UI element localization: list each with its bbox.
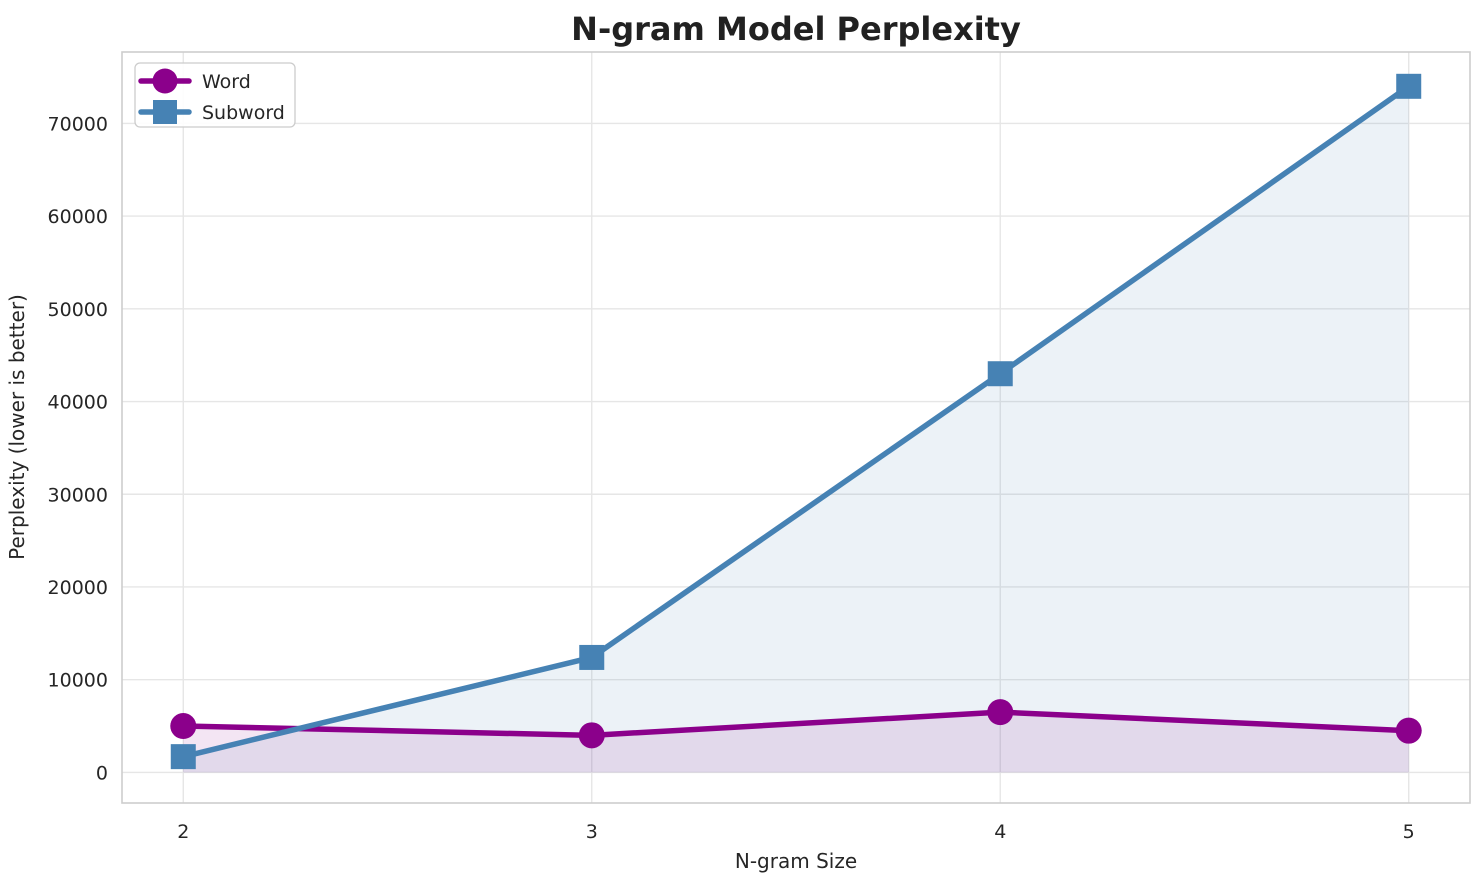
word-legend-marker-icon xyxy=(152,68,178,94)
legend-label-subword: Subword xyxy=(202,102,285,124)
x-tick-label: 3 xyxy=(586,821,598,843)
y-tick-label: 20000 xyxy=(48,577,108,599)
x-axis-tick-labels: 2 3 4 5 xyxy=(177,821,1415,843)
series-markers xyxy=(170,73,1422,770)
gridlines xyxy=(122,52,1470,803)
subword-point-3 xyxy=(579,644,605,670)
subword-point-4 xyxy=(987,361,1013,387)
x-axis-label: N-gram Size xyxy=(735,849,857,873)
word-point-5 xyxy=(1395,717,1422,744)
series-fills xyxy=(183,86,1409,773)
word-point-4 xyxy=(987,699,1014,726)
word-line xyxy=(180,709,1412,739)
y-tick-label: 40000 xyxy=(48,392,108,414)
subword-line xyxy=(180,83,1412,760)
y-axis-tick-labels: 0 10000 20000 30000 40000 50000 60000 70000 xyxy=(48,113,108,784)
plot-border xyxy=(121,51,1471,804)
y-tick-label: 70000 xyxy=(48,113,108,135)
subword-point-2 xyxy=(170,744,196,770)
legend: Word Subword xyxy=(134,62,296,128)
subword-legend-marker-icon xyxy=(153,100,177,124)
series-lines xyxy=(180,83,1412,760)
word-point-2 xyxy=(170,713,197,740)
y-tick-label: 60000 xyxy=(48,206,108,228)
subword-area-fill xyxy=(183,86,1409,773)
y-tick-label: 10000 xyxy=(48,670,108,692)
y-tick-label: 30000 xyxy=(48,484,108,506)
y-tick-label: 0 xyxy=(96,762,108,784)
y-axis-label: Perplexity (lower is better) xyxy=(5,294,29,560)
x-tick-label: 2 xyxy=(177,821,189,843)
legend-label-word: Word xyxy=(202,71,251,93)
x-tick-label: 5 xyxy=(1403,821,1415,843)
chart-title: N-gram Model Perplexity xyxy=(571,10,1021,48)
y-tick-label: 50000 xyxy=(48,299,108,321)
subword-point-5 xyxy=(1396,73,1422,99)
word-area-fill xyxy=(183,712,1409,773)
word-point-3 xyxy=(578,722,605,749)
x-tick-label: 4 xyxy=(994,821,1006,843)
